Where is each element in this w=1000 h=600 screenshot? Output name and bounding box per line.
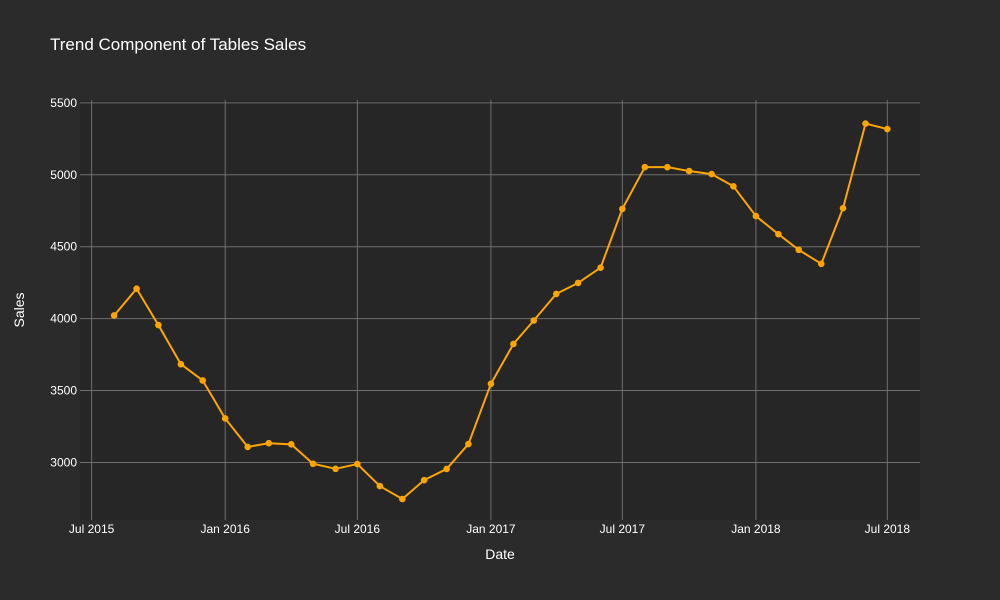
x-tick-label: Jan 2016 <box>201 522 251 536</box>
data-point <box>752 212 760 220</box>
x-tick-label: Jan 2017 <box>466 522 516 536</box>
data-point <box>530 317 538 324</box>
y-axis-title: Sales <box>11 292 27 327</box>
data-point <box>730 183 737 190</box>
plot-background <box>80 100 920 520</box>
data-point <box>133 285 140 293</box>
data-point <box>664 163 671 171</box>
data-point <box>817 260 825 268</box>
data-point <box>309 460 317 468</box>
data-point <box>510 340 517 348</box>
data-point <box>287 441 295 448</box>
y-tick-label: 5000 <box>50 168 77 182</box>
data-point <box>199 377 206 384</box>
data-point <box>862 120 869 127</box>
x-tick-label: Jul 2016 <box>335 522 381 536</box>
x-tick-label: Jul 2015 <box>69 522 115 536</box>
data-point <box>221 415 229 422</box>
y-tick-label: 3500 <box>50 384 77 398</box>
data-point <box>487 380 495 388</box>
y-tick-label: 4500 <box>50 240 77 254</box>
data-point <box>332 465 339 473</box>
data-point <box>641 163 649 171</box>
data-point <box>465 440 472 448</box>
x-axis-ticks: Jul 2015 Jan 2016 Jul 2016 Jan 2017 Jul 2017… <box>69 522 910 536</box>
data-point <box>376 482 384 490</box>
data-point <box>597 264 604 272</box>
x-tick-label: Jan 2018 <box>731 522 781 536</box>
data-point <box>399 495 406 503</box>
data-point <box>177 360 185 368</box>
data-point <box>552 290 560 298</box>
data-point <box>775 230 782 238</box>
gridlines <box>80 100 920 520</box>
data-point <box>708 170 715 178</box>
data-point <box>443 465 450 473</box>
y-tick-label: 3000 <box>50 455 77 469</box>
data-point <box>795 246 803 254</box>
x-tick-label: Jul 2017 <box>600 522 646 536</box>
data-point <box>244 443 252 451</box>
chart-title: Trend Component of Tables Sales <box>50 35 306 54</box>
data-point <box>574 279 582 287</box>
data-point <box>265 439 273 447</box>
data-point <box>685 167 693 175</box>
data-point <box>155 321 162 329</box>
y-tick-label: 5500 <box>50 96 77 110</box>
data-point <box>839 204 847 212</box>
x-axis-title: Date <box>485 546 515 562</box>
data-point <box>420 476 428 484</box>
series-line <box>113 122 888 500</box>
x-tick-label: Jul 2018 <box>865 522 911 536</box>
data-point <box>619 205 626 213</box>
data-point <box>110 312 118 319</box>
series-trend <box>110 120 891 503</box>
y-axis-ticks: 3000 3500 4000 4500 5000 5500 <box>50 96 77 470</box>
data-point <box>884 125 891 133</box>
data-point <box>354 460 361 468</box>
y-tick-label: 4000 <box>50 312 77 326</box>
